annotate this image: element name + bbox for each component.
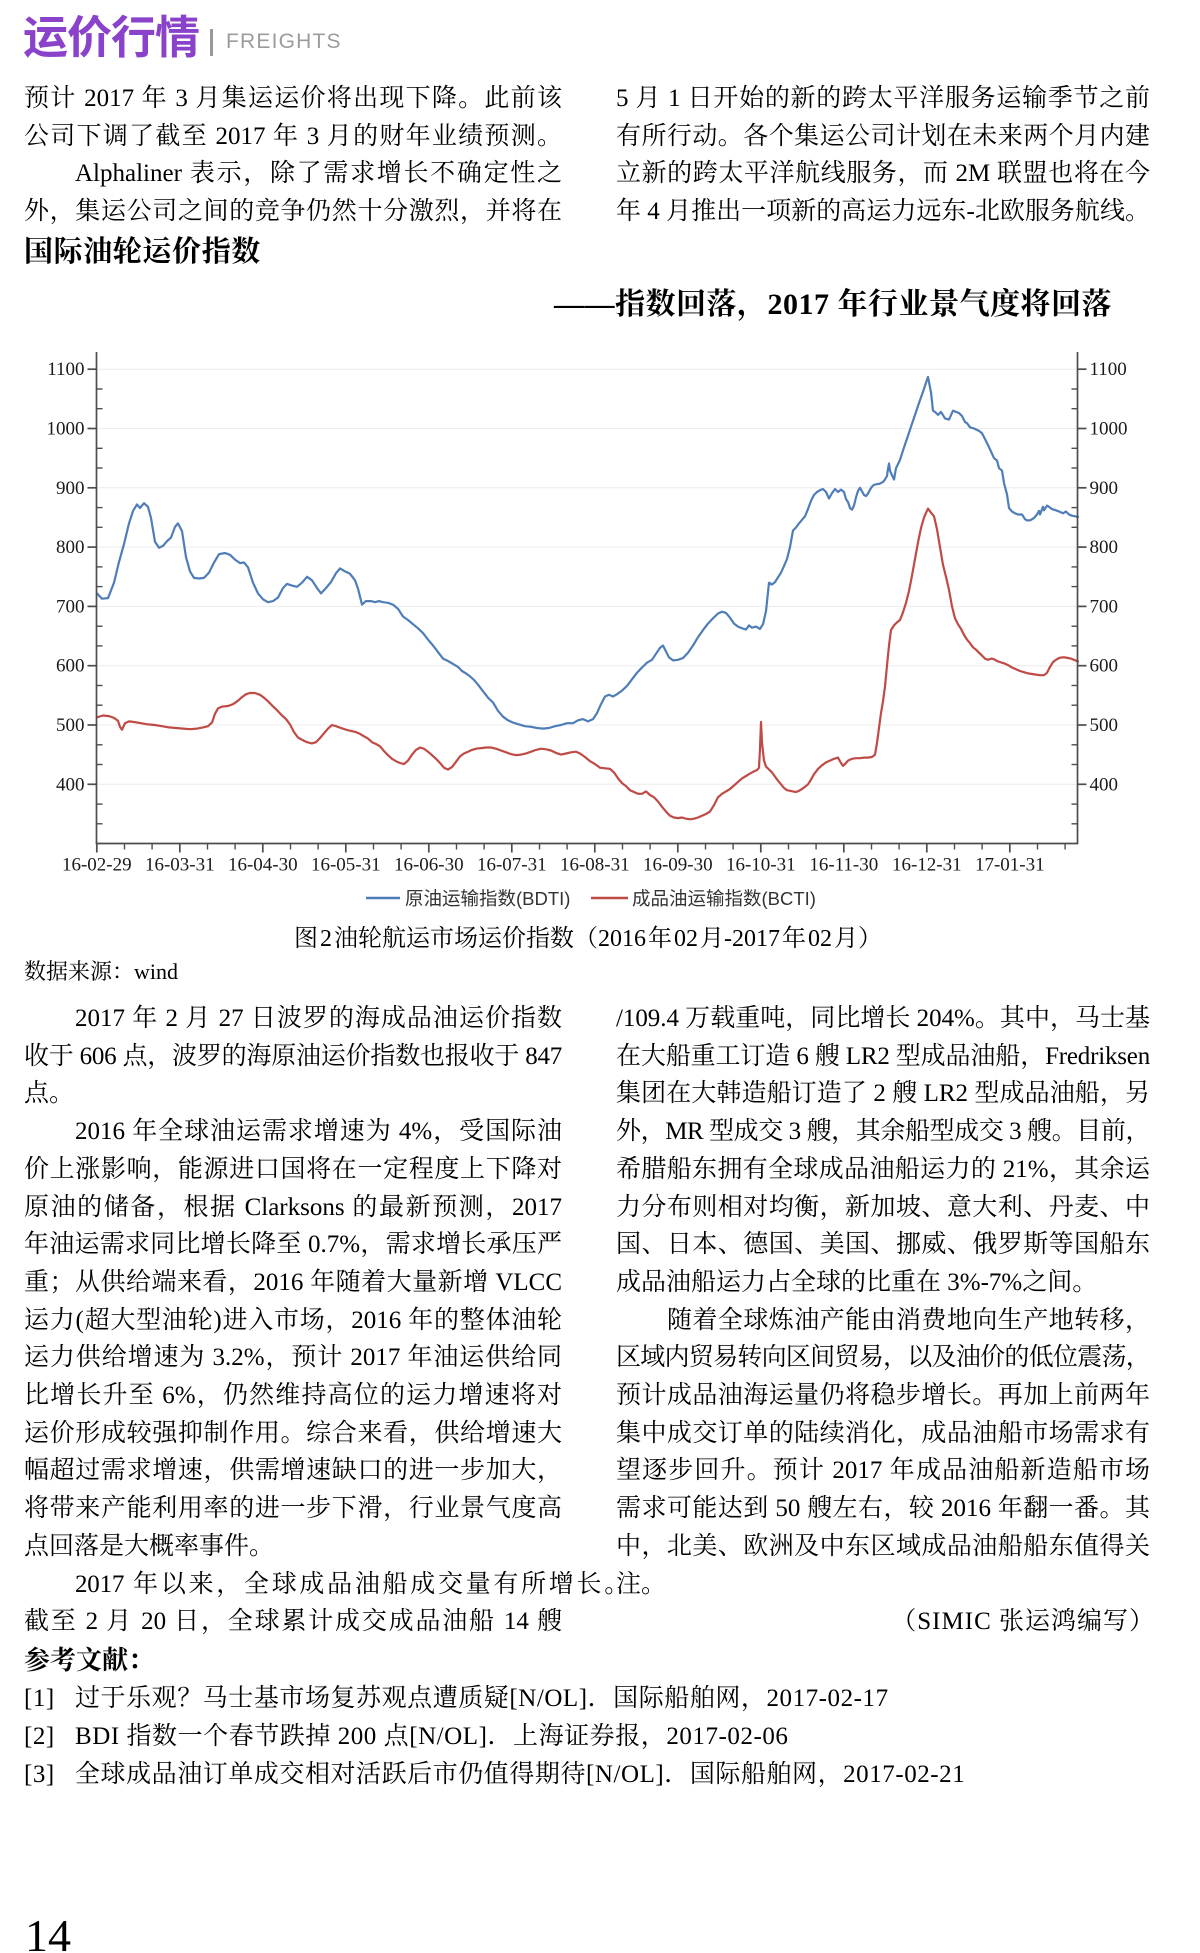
svg-text:700: 700: [56, 596, 85, 617]
svg-text:1000: 1000: [47, 419, 85, 440]
svg-text:16-11-30: 16-11-30: [809, 855, 878, 876]
svg-text:700: 700: [1090, 596, 1119, 617]
svg-text:17-01-31: 17-01-31: [975, 855, 1045, 876]
svg-text:1100: 1100: [1090, 359, 1127, 380]
svg-text:500: 500: [56, 715, 85, 736]
svg-text:16-07-31: 16-07-31: [477, 855, 547, 876]
svg-text:16-04-30: 16-04-30: [228, 855, 298, 876]
svg-text:400: 400: [56, 774, 85, 795]
svg-text:800: 800: [56, 537, 85, 558]
svg-text:800: 800: [1090, 537, 1119, 558]
svg-text:原油运输指数(BDTI): 原油运输指数(BDTI): [405, 888, 570, 909]
svg-text:16-03-31: 16-03-31: [145, 855, 215, 876]
svg-text:500: 500: [1090, 715, 1119, 736]
svg-text:900: 900: [56, 478, 85, 499]
svg-text:16-05-31: 16-05-31: [311, 855, 381, 876]
svg-text:900: 900: [1090, 478, 1119, 499]
svg-text:16-08-31: 16-08-31: [560, 855, 630, 876]
svg-text:16-12-31: 16-12-31: [892, 855, 962, 876]
svg-text:成品油运输指数(BCTI): 成品油运输指数(BCTI): [632, 888, 816, 909]
svg-text:16-09-30: 16-09-30: [643, 855, 713, 876]
svg-text:600: 600: [56, 656, 85, 677]
svg-text:16-02-29: 16-02-29: [62, 855, 132, 876]
svg-text:16-10-31: 16-10-31: [726, 855, 796, 876]
svg-text:600: 600: [1090, 656, 1119, 677]
svg-text:400: 400: [1090, 774, 1119, 795]
svg-text:16-06-30: 16-06-30: [394, 855, 464, 876]
svg-text:1000: 1000: [1090, 419, 1128, 440]
svg-text:1100: 1100: [47, 359, 84, 380]
